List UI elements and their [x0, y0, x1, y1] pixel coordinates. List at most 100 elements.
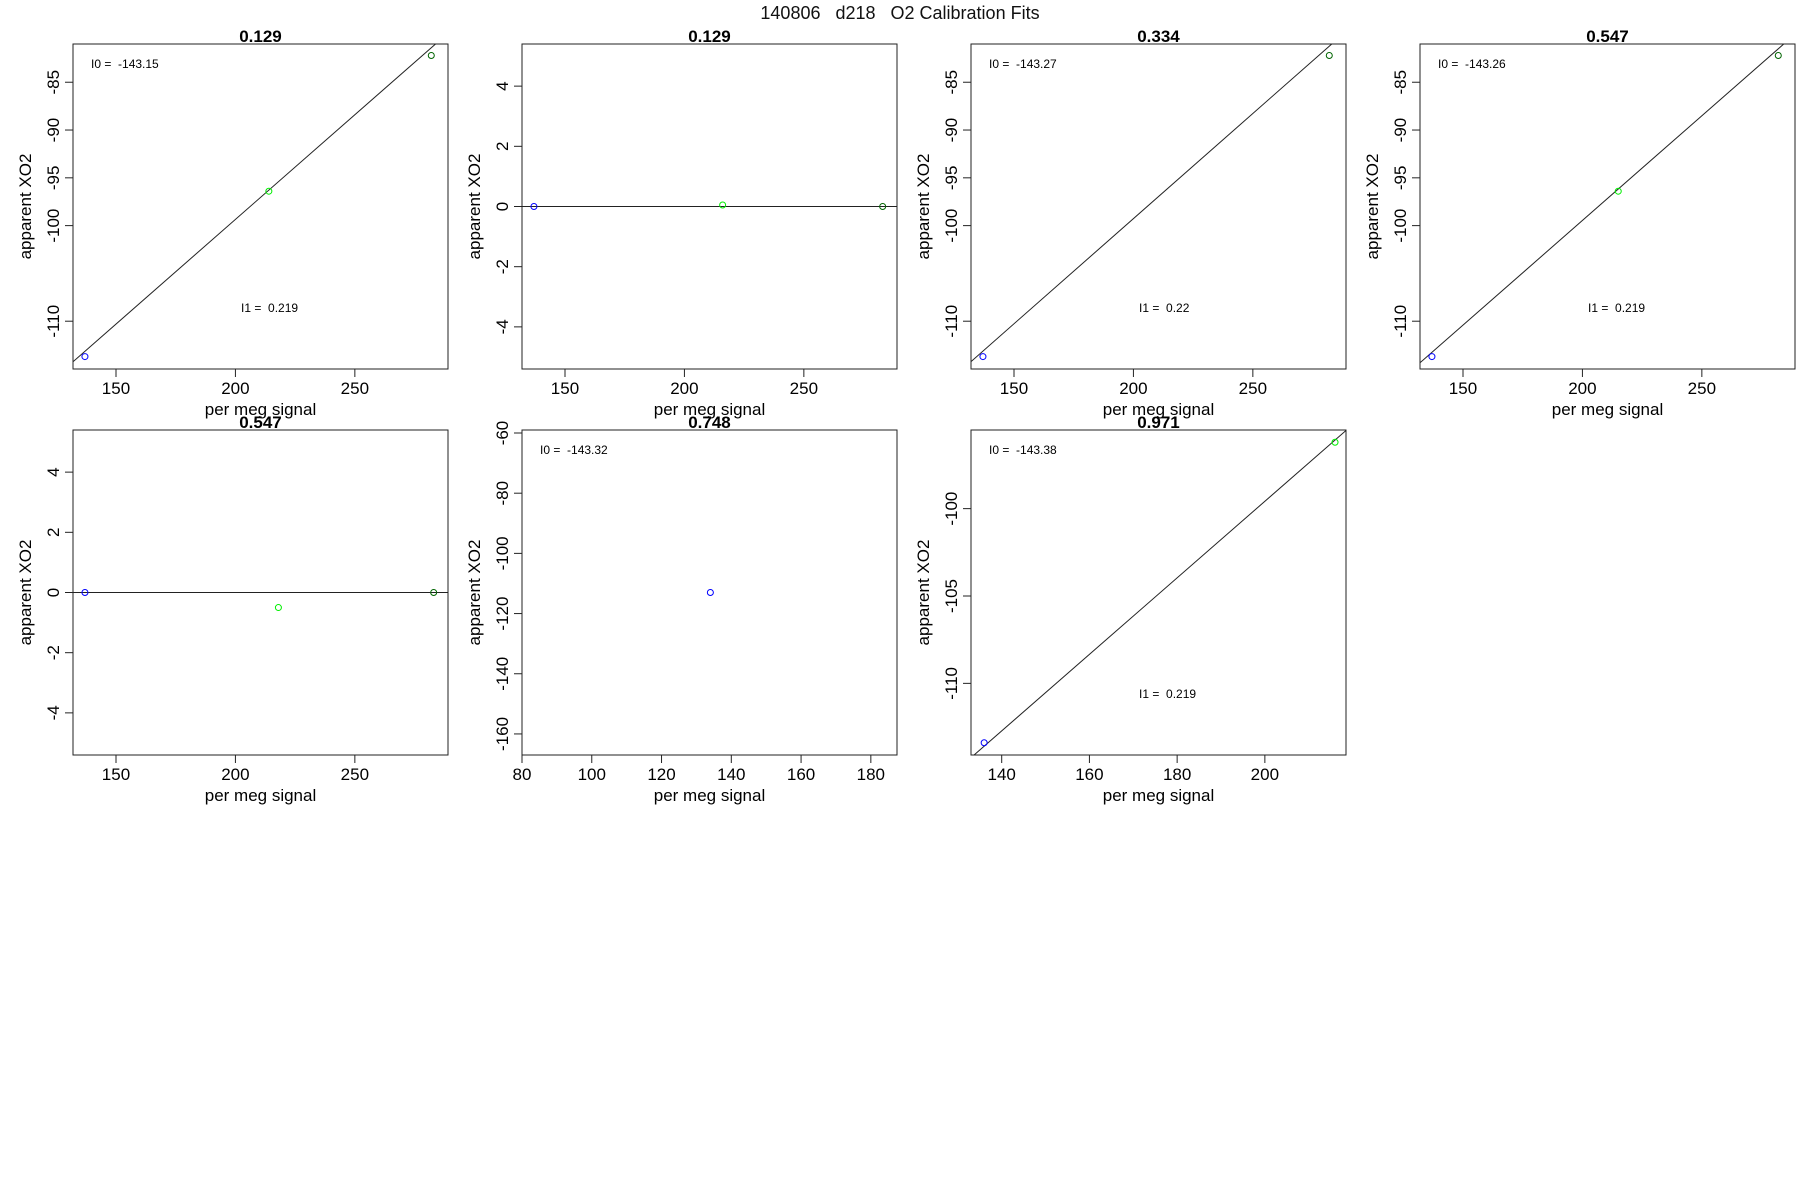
chart-title: 0.748 [688, 413, 731, 432]
chart-panel-7: 0.971 140 160 180 200 per meg signal -100 -105 -… [914, 413, 1347, 805]
chart-panel-3: 0.334 150 200 250 per meg signal -85 -90 -95 -10… [914, 27, 1347, 419]
y-tick-label: -2 [493, 259, 512, 274]
intercept-annotation: I0 = -143.38 [989, 443, 1057, 457]
y-tick-label: -140 [493, 657, 512, 691]
data-point-blue [979, 353, 987, 361]
x-tick-label: 150 [551, 379, 579, 398]
y-tick-label: -95 [942, 166, 961, 191]
data-point-darkgreen [427, 51, 435, 59]
y-tick-label: -120 [493, 597, 512, 631]
y-tick-label: -100 [493, 536, 512, 570]
plot-frame [970, 43, 1347, 370]
x-tick-label: 200 [221, 379, 249, 398]
x-axis-label: per meg signal [654, 786, 766, 805]
y-axis-label: apparent XO2 [1363, 154, 1382, 260]
y-tick-label: -105 [942, 579, 961, 613]
data-point-blue [81, 589, 89, 596]
chart-title: 0.547 [239, 413, 282, 432]
y-axis-label: apparent XO2 [914, 154, 933, 260]
x-tick-label: 150 [1000, 379, 1028, 398]
data-point-darkgreen [879, 203, 887, 210]
plot-frame [1419, 43, 1796, 370]
y-tick-label: -100 [942, 209, 961, 243]
x-axis-label: per meg signal [1103, 400, 1215, 419]
y-tick-label: -2 [44, 645, 63, 660]
y-tick-label: 2 [44, 528, 63, 537]
plot-frame [970, 429, 1347, 756]
y-tick-label: -90 [1391, 118, 1410, 143]
intercept-annotation: I0 = -143.27 [989, 57, 1057, 71]
y-tick-label: -85 [44, 70, 63, 95]
x-tick-label: 150 [1449, 379, 1477, 398]
y-tick-label: -160 [493, 717, 512, 751]
data-point-green [1331, 438, 1339, 446]
x-tick-label: 250 [341, 379, 369, 398]
chart-title: 0.971 [1137, 413, 1180, 432]
y-tick-label: -100 [44, 209, 63, 243]
data-point-blue [980, 739, 988, 747]
fit-line [973, 430, 1346, 755]
slope-annotation: I1 = 0.219 [1139, 687, 1196, 701]
chart-panel-5: 0.547 150 200 250 per meg signal 4 2 0 -2 -4 appar… [16, 413, 449, 805]
slope-annotation: I1 = 0.219 [1588, 301, 1645, 315]
y-tick-label: -110 [1391, 305, 1410, 338]
x-axis-label: per meg signal [1103, 786, 1215, 805]
x-axis-label: per meg signal [1552, 400, 1664, 419]
chart-title: 0.547 [1586, 27, 1629, 46]
y-tick-label: -90 [942, 118, 961, 143]
x-axis-label: per meg signal [654, 400, 766, 419]
y-tick-label: -4 [493, 319, 512, 334]
y-tick-label: -95 [44, 166, 63, 191]
x-tick-label: 160 [1075, 765, 1103, 784]
fit-line [971, 44, 1333, 363]
y-tick-label: -100 [1391, 209, 1410, 243]
x-tick-label: 250 [341, 765, 369, 784]
x-tick-label: 180 [857, 765, 885, 784]
intercept-annotation: I0 = -143.26 [1438, 57, 1506, 71]
plot-frame [72, 43, 449, 370]
x-tick-label: 200 [1568, 379, 1596, 398]
data-point-green [719, 201, 727, 209]
x-axis-label: per meg signal [205, 786, 317, 805]
y-axis-label: apparent XO2 [914, 540, 933, 646]
y-tick-label: -110 [942, 305, 961, 338]
chart-panel-1: 0.129 150 200 250 per meg signal -85 -90 -95 -10… [16, 27, 449, 419]
x-tick-label: 200 [1251, 765, 1279, 784]
x-tick-label: 150 [102, 765, 130, 784]
y-tick-label: 4 [493, 81, 512, 90]
fit-line [1420, 44, 1785, 364]
y-tick-label: 4 [44, 467, 63, 476]
data-point-darkgreen [1325, 51, 1333, 59]
fit-line [73, 44, 437, 363]
y-tick-label: -95 [1391, 166, 1410, 191]
page-title: 140806 d218 O2 Calibration Fits [760, 3, 1040, 23]
x-tick-label: 250 [1688, 379, 1716, 398]
x-tick-label: 140 [717, 765, 745, 784]
y-tick-label: -85 [942, 70, 961, 95]
data-point-blue [81, 353, 89, 361]
chart-title: 0.129 [688, 27, 731, 46]
y-tick-label: 0 [44, 588, 63, 597]
y-tick-label: -4 [44, 705, 63, 720]
chart-panel-2: 0.129 150 200 250 per meg signal 4 2 0 -2 -4 appar… [465, 27, 898, 419]
y-tick-label: 0 [493, 202, 512, 211]
data-point-darkgreen [1774, 51, 1782, 59]
chart-panel-4: 0.547 150 200 250 per meg signal -85 -90 -95 -10… [1363, 27, 1796, 419]
y-tick-label: -100 [942, 492, 961, 526]
x-tick-label: 80 [513, 765, 532, 784]
x-tick-label: 200 [221, 765, 249, 784]
y-axis-label: apparent XO2 [465, 154, 484, 260]
x-tick-label: 160 [787, 765, 815, 784]
chart-panel-6: 0.748 80 100 120 140 160 180 per meg signal -60 -… [465, 413, 898, 805]
y-tick-label: -85 [1391, 70, 1410, 95]
x-tick-label: 250 [1239, 379, 1267, 398]
x-tick-label: 250 [790, 379, 818, 398]
slope-annotation: I1 = 0.219 [241, 301, 298, 315]
y-tick-label: 2 [493, 142, 512, 151]
data-point-green [265, 187, 273, 195]
y-axis-label: apparent XO2 [16, 154, 35, 260]
slope-annotation: I1 = 0.22 [1139, 301, 1190, 315]
x-tick-label: 200 [670, 379, 698, 398]
chart-title: 0.334 [1137, 27, 1180, 46]
